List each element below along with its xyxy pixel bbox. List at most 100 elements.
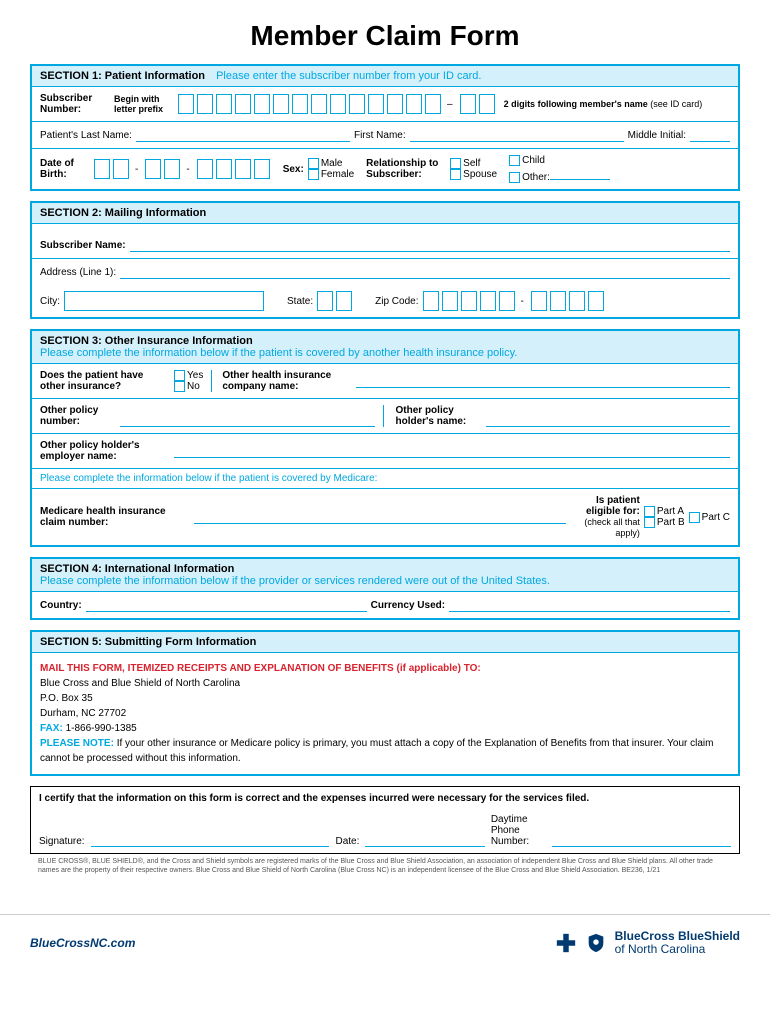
input-cell[interactable] xyxy=(499,291,515,311)
state-label: State: xyxy=(287,296,313,307)
input-cell[interactable] xyxy=(197,159,213,179)
signature-label: Signature: xyxy=(39,836,85,847)
self-checkbox[interactable] xyxy=(450,158,461,169)
medicare-claim-input[interactable] xyxy=(194,510,566,524)
input-cell[interactable] xyxy=(235,159,251,179)
input-cell[interactable] xyxy=(550,291,566,311)
begin-with-label: Begin with letter prefix xyxy=(114,94,174,114)
section-4-header: SECTION 4: International Information Ple… xyxy=(32,559,738,592)
other-employer-input[interactable] xyxy=(174,444,730,458)
first-name-label: First Name: xyxy=(354,130,406,141)
brand-text: BlueCross BlueShield of North Carolina xyxy=(615,930,740,956)
yes-checkbox[interactable] xyxy=(174,370,185,381)
input-cell[interactable] xyxy=(406,94,422,114)
input-cell[interactable] xyxy=(311,94,327,114)
input-cell[interactable] xyxy=(423,291,439,311)
input-cell[interactable] xyxy=(164,159,180,179)
part-b-checkbox[interactable] xyxy=(644,517,655,528)
female-checkbox[interactable] xyxy=(308,169,319,180)
input-cell[interactable] xyxy=(368,94,384,114)
country-label: Country: xyxy=(40,600,82,611)
section-4: SECTION 4: International Information Ple… xyxy=(30,557,740,620)
input-cell[interactable] xyxy=(254,159,270,179)
input-cell[interactable] xyxy=(235,94,251,114)
input-cell[interactable] xyxy=(292,94,308,114)
input-cell[interactable] xyxy=(480,291,496,311)
other-input[interactable] xyxy=(550,166,610,180)
input-cell[interactable] xyxy=(113,159,129,179)
input-cell[interactable] xyxy=(460,94,476,114)
section-5: SECTION 5: Submitting Form Information M… xyxy=(30,630,740,776)
section-4-title: SECTION 4: International Information xyxy=(40,563,730,575)
medicare-instruction: Please complete the information below if… xyxy=(32,469,738,489)
input-cell[interactable] xyxy=(387,94,403,114)
country-input[interactable] xyxy=(86,598,367,612)
subscriber-number-label: Subscriber Number: xyxy=(40,93,92,115)
two-digits-label: 2 digits following member's name xyxy=(504,99,648,109)
brand-line-2: of North Carolina xyxy=(615,943,740,956)
input-cell[interactable] xyxy=(461,291,477,311)
input-cell[interactable] xyxy=(330,94,346,114)
input-cell[interactable] xyxy=(317,291,333,311)
input-cell[interactable] xyxy=(216,94,232,114)
section-1-title: SECTION 1: Patient Information xyxy=(40,70,205,82)
mail-addr-1: Blue Cross and Blue Shield of North Caro… xyxy=(40,676,730,691)
spouse-checkbox[interactable] xyxy=(450,169,461,180)
footer-url: BlueCrossNC.com xyxy=(30,936,135,950)
relationship-label: Relationship to Subscriber: xyxy=(366,158,438,180)
other-holder-name-input[interactable] xyxy=(486,413,731,427)
section-4-instruction: Please complete the information below if… xyxy=(40,575,730,587)
part-b-label: Part B xyxy=(657,518,685,529)
input-cell[interactable] xyxy=(569,291,585,311)
section-1: SECTION 1: Patient Information Please en… xyxy=(30,64,740,191)
no-checkbox[interactable] xyxy=(174,381,185,392)
date-input[interactable] xyxy=(365,833,484,847)
other-checkbox[interactable] xyxy=(509,172,520,183)
other-holder-name-label: Other policy holder's name: xyxy=(396,405,467,427)
other-company-input[interactable] xyxy=(356,374,730,388)
subscriber-name-input[interactable] xyxy=(130,238,730,252)
see-id-label: (see ID card) xyxy=(650,99,702,109)
input-cell[interactable] xyxy=(531,291,547,311)
section-5-header: SECTION 5: Submitting Form Information xyxy=(32,632,738,653)
signature-input[interactable] xyxy=(91,833,330,847)
city-label: City: xyxy=(40,296,60,307)
part-a-checkbox[interactable] xyxy=(644,506,655,517)
address-input[interactable] xyxy=(120,265,730,279)
dob-label: Date of Birth: xyxy=(40,158,74,180)
input-cell[interactable] xyxy=(145,159,161,179)
middle-initial-input[interactable] xyxy=(690,128,730,142)
child-checkbox[interactable] xyxy=(509,155,520,166)
first-name-input[interactable] xyxy=(410,128,624,142)
zip-label: Zip Code: xyxy=(375,296,418,307)
mail-to-label: MAIL THIS FORM, ITEMIZED RECEIPTS AND EX… xyxy=(40,661,730,676)
input-cell[interactable] xyxy=(336,291,352,311)
middle-initial-label: Middle Initial: xyxy=(628,130,686,141)
input-cell[interactable] xyxy=(588,291,604,311)
last-name-input[interactable] xyxy=(136,128,350,142)
part-c-checkbox[interactable] xyxy=(689,512,700,523)
fax-label: FAX: xyxy=(40,723,63,734)
input-cell[interactable] xyxy=(349,94,365,114)
note-label: PLEASE NOTE: xyxy=(40,738,114,749)
input-cell[interactable] xyxy=(425,94,441,114)
has-other-label: Does the patient have other insurance? xyxy=(40,370,143,392)
male-checkbox[interactable] xyxy=(308,158,319,169)
input-cell[interactable] xyxy=(273,94,289,114)
date-label: Date: xyxy=(335,836,359,847)
cross-icon xyxy=(555,932,577,954)
phone-input[interactable] xyxy=(552,833,731,847)
certification-box: I certify that the information on this f… xyxy=(30,786,740,854)
input-cell[interactable] xyxy=(216,159,232,179)
section-5-title: SECTION 5: Submitting Form Information xyxy=(40,636,256,648)
input-cell[interactable] xyxy=(94,159,110,179)
input-cell[interactable] xyxy=(254,94,270,114)
input-cell[interactable] xyxy=(442,291,458,311)
other-policy-num-input[interactable] xyxy=(120,413,375,427)
other-label: Other: xyxy=(522,172,550,183)
input-cell[interactable] xyxy=(479,94,495,114)
currency-input[interactable] xyxy=(449,598,730,612)
input-cell[interactable] xyxy=(178,94,194,114)
input-cell[interactable] xyxy=(197,94,213,114)
city-input[interactable] xyxy=(64,291,264,311)
